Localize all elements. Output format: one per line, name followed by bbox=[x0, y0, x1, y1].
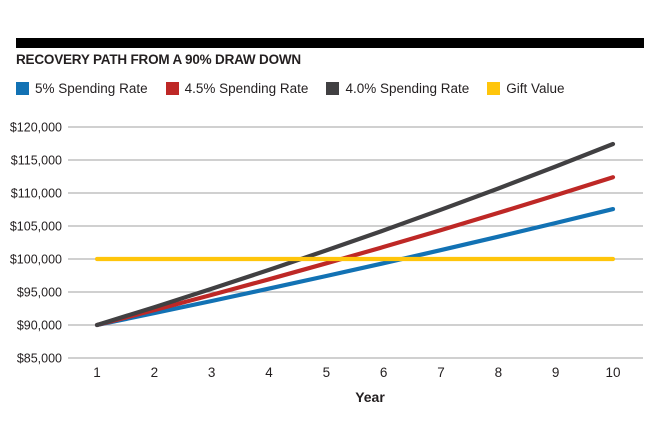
x-axis-tick-label: 3 bbox=[208, 365, 216, 380]
x-axis-tick-label: 10 bbox=[605, 365, 620, 380]
y-axis-tick-label: $100,000 bbox=[10, 253, 62, 267]
legend: 5% Spending Rate 4.5% Spending Rate 4.0%… bbox=[16, 81, 565, 96]
legend-item-gift-value: Gift Value bbox=[487, 81, 565, 96]
y-axis-tick-label: $115,000 bbox=[11, 154, 62, 168]
y-axis-tick-labels: $85,000 $90,000 $95,000 $100,000 $105,000 $11… bbox=[10, 121, 62, 366]
legend-swatch-4-5pct-spending bbox=[165, 82, 179, 95]
chart-title: RECOVERY PATH FROM A 90% DRAW DOWN bbox=[16, 52, 301, 67]
legend-swatch-gift-value bbox=[487, 82, 501, 95]
y-axis-tick-label: $90,000 bbox=[17, 319, 62, 333]
series-line-5-spending-rate bbox=[94, 207, 616, 328]
title-divider-bar bbox=[16, 38, 644, 48]
legend-label: 4.0% Spending Rate bbox=[345, 81, 470, 96]
legend-label: 4.5% Spending Rate bbox=[184, 81, 309, 96]
x-axis-tick-label: 8 bbox=[495, 365, 503, 380]
series-line-4-0-spending-rate bbox=[94, 141, 616, 328]
y-axis-tick-label: $105,000 bbox=[10, 220, 62, 234]
x-axis-tick-label: 2 bbox=[151, 365, 159, 380]
gridlines bbox=[68, 126, 643, 359]
legend-item-4-5pct-spending: 4.5% Spending Rate bbox=[165, 81, 309, 96]
legend-label: Gift Value bbox=[506, 81, 565, 96]
x-axis-tick-labels: 1 2 3 4 5 6 7 8 9 10 bbox=[93, 365, 620, 380]
x-axis-tick-label: 4 bbox=[265, 365, 273, 380]
series-lines bbox=[94, 141, 616, 328]
legend-item-5pct-spending: 5% Spending Rate bbox=[16, 81, 148, 96]
x-axis-tick-label: 6 bbox=[380, 365, 388, 380]
y-axis-tick-label: $85,000 bbox=[17, 352, 62, 366]
x-axis-tick-label: 7 bbox=[437, 365, 445, 380]
x-axis-tick-label: 1 bbox=[93, 365, 101, 380]
legend-swatch-4pct-spending bbox=[326, 82, 340, 95]
legend-swatch-5pct-spending bbox=[16, 82, 29, 95]
y-axis-tick-label: $95,000 bbox=[17, 286, 62, 300]
legend-label: 5% Spending Rate bbox=[35, 81, 148, 96]
series-line-4-5-spending-rate bbox=[94, 175, 616, 328]
legend-item-4pct-spending: 4.0% Spending Rate bbox=[326, 81, 469, 96]
y-axis-tick-label: $120,000 bbox=[10, 121, 62, 135]
x-axis-title: Year bbox=[355, 389, 385, 405]
x-axis-tick-label: 9 bbox=[552, 365, 560, 380]
x-axis-tick-label: 5 bbox=[323, 365, 331, 380]
y-axis-tick-label: $110,000 bbox=[11, 187, 62, 201]
